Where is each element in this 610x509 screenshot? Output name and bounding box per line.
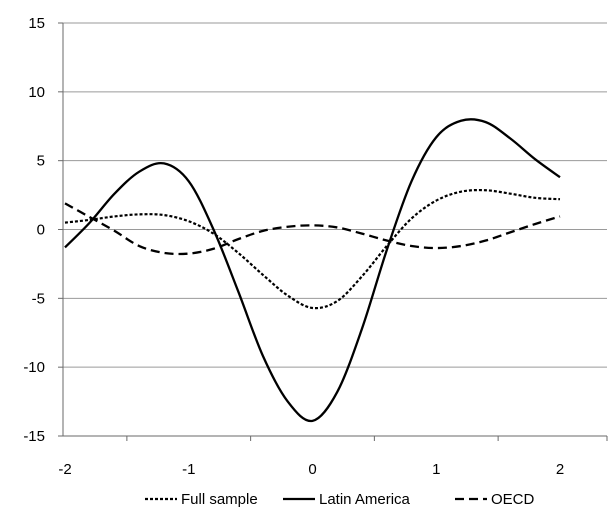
series-lines bbox=[64, 118, 561, 423]
series-line-full-sample bbox=[64, 188, 561, 310]
x-tick-label: 0 bbox=[308, 461, 316, 478]
y-tick-label: 10 bbox=[28, 84, 45, 101]
x-tick-label: 1 bbox=[432, 461, 440, 478]
y-tick-label: 15 bbox=[28, 15, 45, 32]
y-axis-tick-labels: 15 10 5 0 -5 -10 -15 bbox=[23, 15, 45, 445]
legend-label-full-sample: Full sample bbox=[181, 491, 258, 508]
x-tick-label: -2 bbox=[58, 461, 71, 478]
legend-label-latin-america: Latin America bbox=[319, 491, 411, 508]
y-tick-label: -10 bbox=[23, 359, 45, 376]
legend: Full sample Latin America OECD bbox=[145, 491, 535, 508]
y-tick-label: 5 bbox=[37, 153, 45, 170]
axes bbox=[58, 22, 608, 441]
x-axis-tick-labels: -2 -1 0 1 2 bbox=[58, 461, 564, 478]
series-line-oecd bbox=[64, 202, 561, 256]
series-line-latin-america bbox=[64, 118, 561, 423]
y-tick-label: 0 bbox=[37, 222, 45, 239]
x-tick-label: -1 bbox=[182, 461, 195, 478]
x-tick-label: 2 bbox=[556, 461, 564, 478]
grid-lines bbox=[63, 22, 607, 368]
y-tick-label: -5 bbox=[32, 290, 45, 307]
legend-label-oecd: OECD bbox=[491, 491, 535, 508]
y-tick-label: -15 bbox=[23, 428, 45, 445]
